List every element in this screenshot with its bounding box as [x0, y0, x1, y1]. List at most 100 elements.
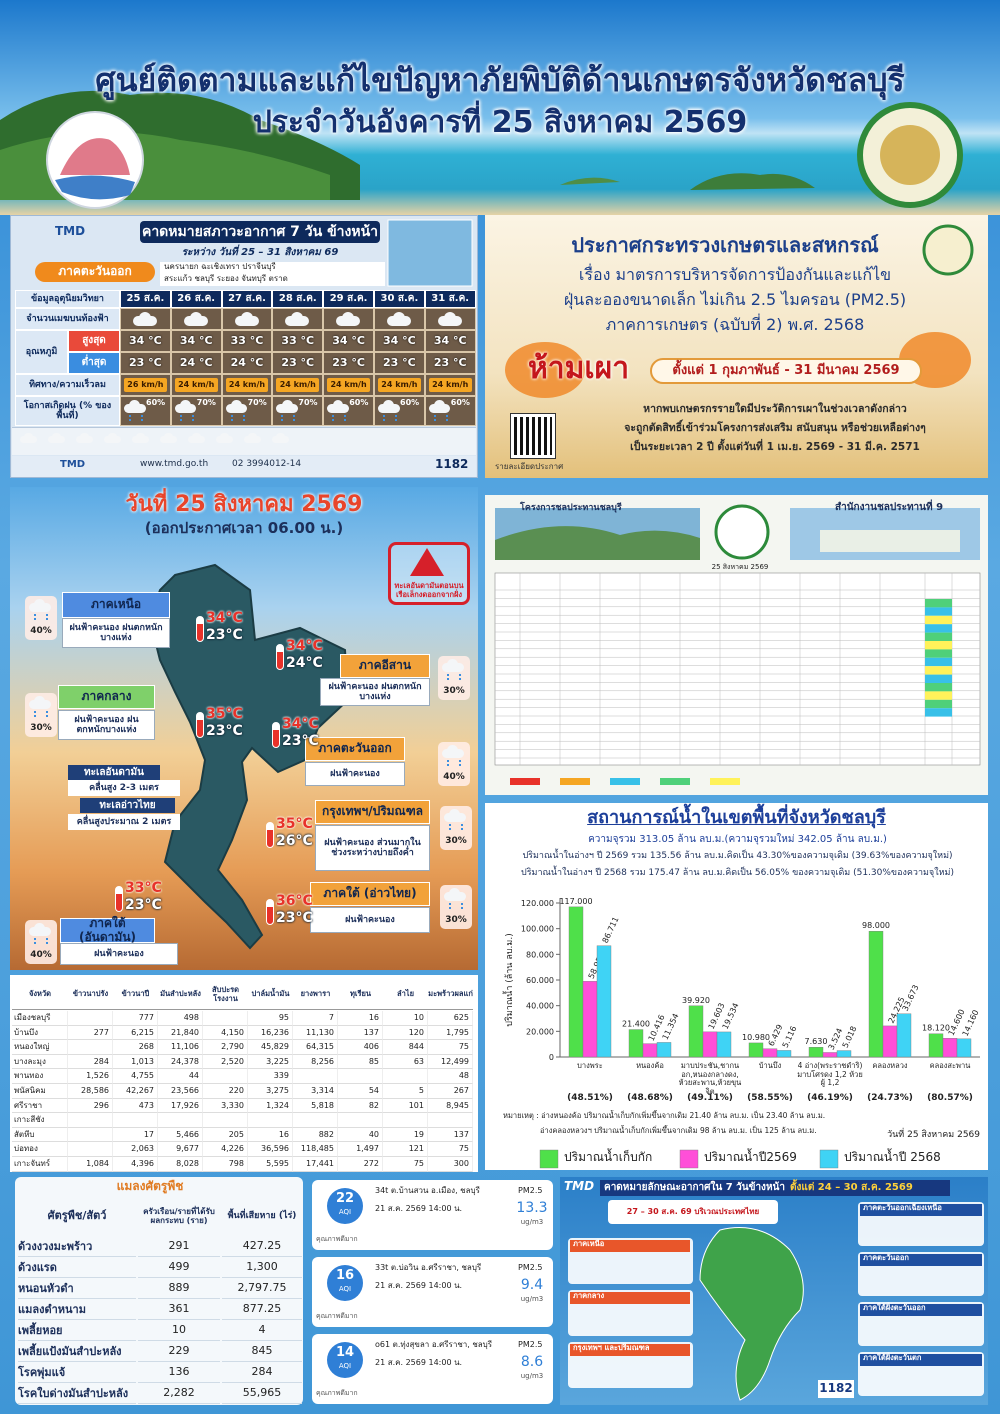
crop-area: 16,236: [248, 1025, 293, 1041]
crop-area: 21,840: [158, 1025, 203, 1041]
map-thumbnail: [387, 219, 473, 287]
pm-unit: ug/m3: [520, 1218, 544, 1226]
rain-drops: [281, 415, 296, 421]
aqi-quality: คุณภาพดีมาก: [316, 1389, 358, 1397]
rain-chance: 60%: [450, 398, 470, 407]
rain-drops: [129, 415, 143, 421]
aqi-value: 16: [335, 1268, 355, 1283]
crop-area: 284: [68, 1054, 113, 1070]
tmd-brand: TMD: [54, 224, 86, 239]
y-tick-label: 60.000: [526, 976, 554, 985]
rain-chance: 30%: [443, 685, 465, 696]
low-temp: 24°C: [286, 655, 323, 671]
pest-area: 4: [222, 1321, 302, 1341]
crop-area: [248, 1113, 293, 1128]
pest-area: 845: [222, 1342, 302, 1362]
district-name: ศรีราชา: [12, 1098, 68, 1114]
pm-label: PM2.5: [518, 1340, 543, 1349]
aqi-badge: [327, 1265, 363, 1301]
warning-text: ทะเลอันดามันตอนบน เรือเล็กงดออกจากฝั่ง: [394, 581, 464, 599]
rain-drops: [449, 903, 463, 909]
high-temp: 33 °C: [221, 330, 273, 352]
percent-label: (58.55%): [747, 1093, 793, 1103]
wind-speed: 24 km/h: [174, 378, 218, 392]
thailand-map: [148, 563, 350, 950]
province-list: นครนายก ฉะเชิงเทรา ปราจีนบุรี: [160, 262, 385, 274]
rain-drops: [34, 711, 48, 717]
rain-chance: 70%: [298, 398, 318, 407]
crop-area: 1,324: [248, 1098, 293, 1114]
outlook-region-name: ภาคเหนือ: [570, 1239, 690, 1252]
sea-name: ทะเลอ่าวไทย: [80, 798, 175, 813]
crop-area: 44: [158, 1069, 203, 1084]
cloud-icon: [180, 400, 191, 411]
legend-label: ปริมาณน้ำปี2569: [704, 1150, 797, 1164]
aqi-badge: [327, 1188, 363, 1224]
rain-chance: 30%: [30, 722, 52, 733]
chart-subtitle: ความจุรวม 313.05 ล้าน ลบ.ม.(ความจุรวมใหม…: [588, 834, 887, 845]
crop-area: 277: [68, 1025, 113, 1041]
crop-area: [338, 1113, 383, 1128]
rain-drops: [449, 824, 463, 830]
row-label: โอกาสเกิดฝน (% ของพื้นที่): [15, 396, 120, 426]
y-tick-label: 120.000: [521, 899, 554, 908]
cloud-icon: [34, 599, 46, 610]
crop-area: 1,497: [338, 1142, 383, 1157]
district-name: เมืองชลบุรี: [12, 1011, 68, 1026]
announcement-subject: ภาคการเกษตร (ฉบับที่ 2) พ.ศ. 2568: [605, 315, 865, 334]
rain-chance: 60%: [146, 398, 166, 407]
legend-swatch: [819, 1149, 839, 1169]
pest-households: 2,282: [138, 1384, 220, 1404]
crop-area: 267: [428, 1084, 473, 1099]
high-temp: 33°C: [125, 880, 162, 896]
legend-swatch: [660, 778, 690, 785]
crop-area: 1,795: [428, 1025, 473, 1041]
pest-name: เพลี้ยแป้งมันสำปะหลัง: [18, 1342, 136, 1362]
crop-area: 625: [428, 1011, 473, 1026]
bar: [628, 1029, 644, 1058]
status-cell: [925, 624, 952, 633]
cloud-icon: [34, 696, 46, 707]
cloud-icon: [443, 312, 456, 324]
region-pill: ภาคตะวันออก: [35, 262, 155, 282]
crop-area: 5,595: [248, 1157, 293, 1172]
crop-area: 28,586: [68, 1084, 113, 1099]
main-subtitle: ประจำวันอังคารที่ 25 สิงหาคม 2569: [252, 105, 748, 140]
crop-area: 137: [428, 1127, 473, 1143]
pest-title: แมลงศัตรูพืช: [116, 1179, 184, 1193]
district-name: เกาะสีชัง: [12, 1113, 68, 1128]
pest-households: 136: [138, 1363, 220, 1383]
wind-speed: 26 km/h: [124, 378, 167, 392]
crop-area: 4,396: [113, 1157, 158, 1172]
footer-bar: [12, 456, 476, 477]
wind-speed: 24 km/h: [225, 378, 269, 392]
high-temp: 34 °C: [424, 330, 476, 352]
percent-label: (46.19%): [807, 1093, 853, 1103]
value-label: 86.711: [601, 915, 621, 944]
region-name: ภาคอีสาน: [340, 654, 430, 678]
y-tick-label: 20.000: [526, 1027, 554, 1036]
crop-area: 406: [338, 1040, 383, 1055]
crop-area: 9,677: [158, 1142, 203, 1157]
status-cell: [925, 699, 952, 709]
crop-area: 2,520: [203, 1054, 248, 1070]
legend-label: ปริมาณน้ำปี 2568: [844, 1150, 941, 1164]
crop-area: 5: [383, 1084, 428, 1099]
announcement-detail: จะถูกตัดสิทธิ์เข้าร่วมโครงการส่งเสริม สน…: [624, 422, 926, 434]
irrigation-project-title: โครงการชลประทานชลบุรี: [520, 503, 622, 513]
crop-area: 118,485: [293, 1142, 338, 1157]
value-label: 18.120: [922, 1024, 950, 1033]
crop-area: 75: [428, 1040, 473, 1055]
pm-label: PM2.5: [518, 1186, 543, 1195]
low-temp: 23 °C: [323, 352, 374, 374]
region-name: กรุงเทพฯ/ปริมณฑล: [315, 800, 430, 824]
rain-chance: 30%: [445, 914, 467, 925]
day-header: 27 ส.ค.: [221, 290, 273, 308]
legend-swatch: [560, 778, 590, 785]
pest-name: หนอนหัวดำ: [18, 1279, 136, 1299]
crop-area: 205: [203, 1127, 248, 1143]
island-far: [560, 177, 620, 185]
cloud-icon: [189, 312, 202, 324]
announcement-subject: เรื่อง มาตรการบริหารจัดการป้องกันและแก้ไ…: [578, 265, 892, 284]
